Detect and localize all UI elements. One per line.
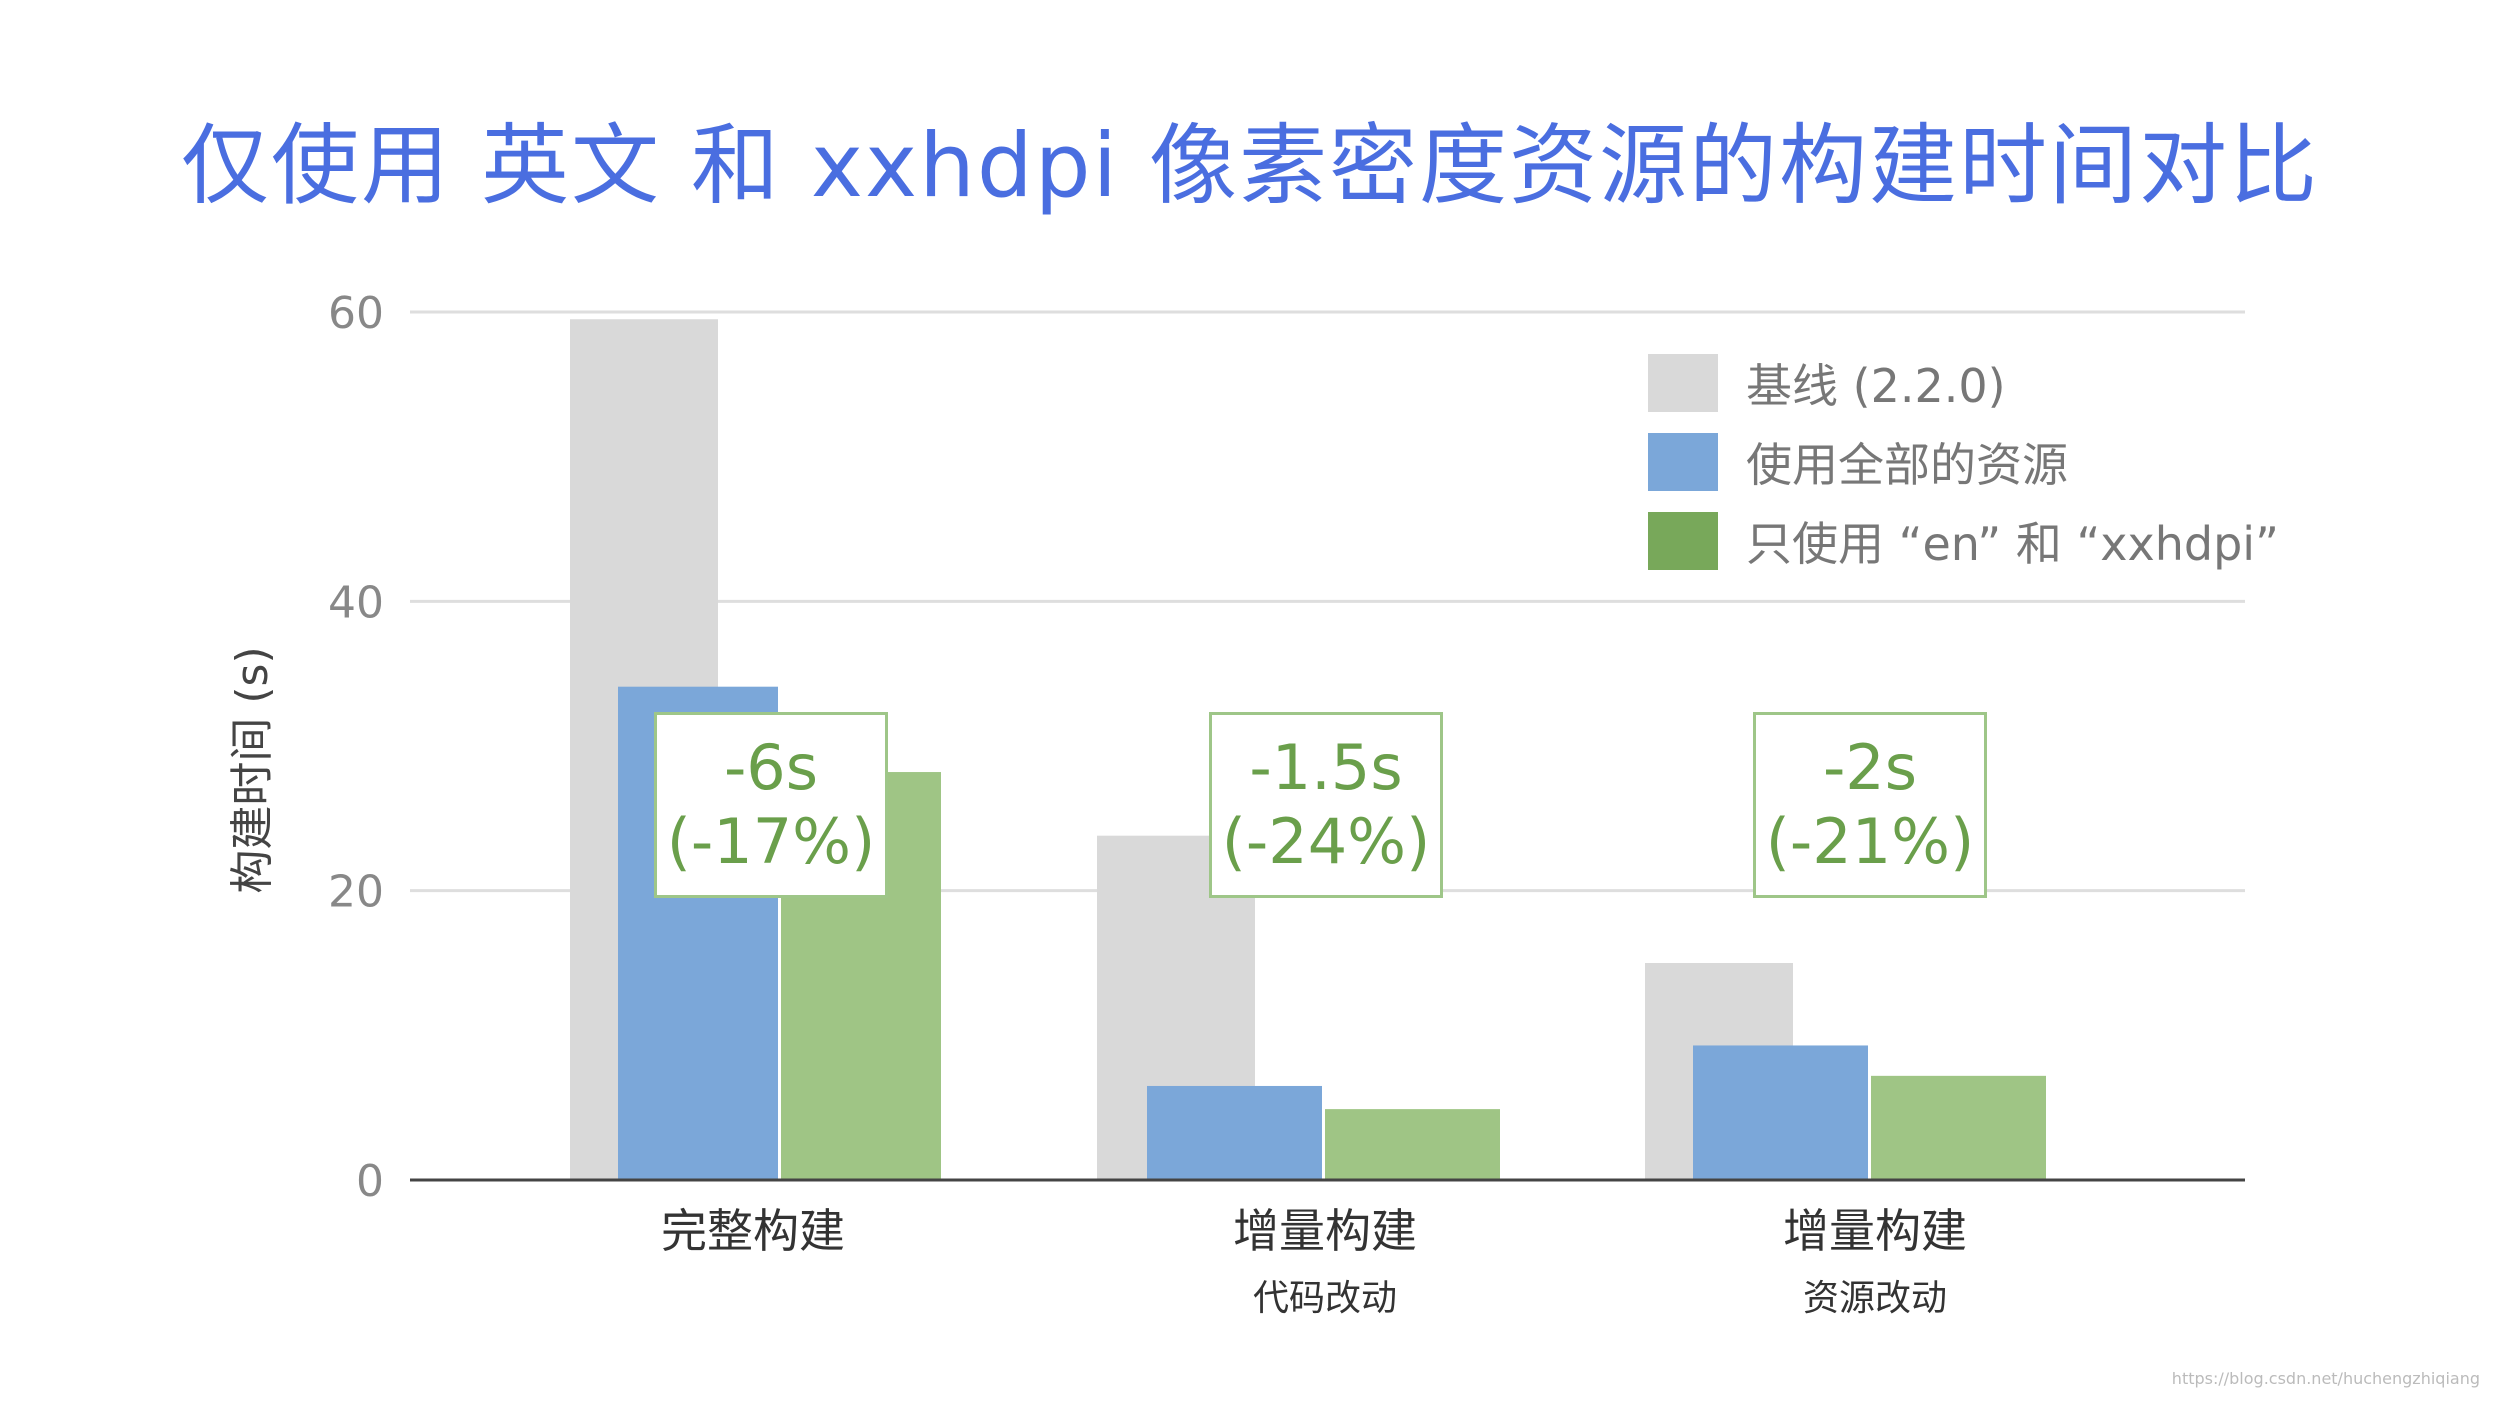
category-label: 增量构建 bbox=[1233, 1204, 1417, 1258]
y-tick-label: 60 bbox=[328, 288, 384, 339]
annotation-incremental-code-seconds: -1.5s bbox=[1249, 731, 1403, 804]
y-axis-label: 构建时间 (s) bbox=[227, 646, 278, 894]
annotation-incremental-resource: -2s (-21%) bbox=[1753, 712, 1987, 898]
bar-all-resources bbox=[1693, 1045, 1868, 1180]
annotation-full-build: -6s (-17%) bbox=[654, 712, 888, 898]
legend-label-en-xxhdpi: 只使用 “en” 和 “xxhdpi” bbox=[1746, 517, 2279, 571]
category-sublabel: 资源改动 bbox=[1802, 1278, 1947, 1319]
category-sublabel: 代码改动 bbox=[1252, 1278, 1397, 1319]
bar-en-xxhdpi bbox=[1325, 1109, 1500, 1180]
legend-item-all-resources: 使用全部的资源 bbox=[1648, 433, 2279, 492]
annotation-incremental-resource-seconds: -2s bbox=[1822, 731, 1918, 804]
annotation-incremental-code: -1.5s (-24%) bbox=[1209, 712, 1443, 898]
legend-label-all-resources: 使用全部的资源 bbox=[1746, 438, 2068, 492]
category-incremental-resource: 增量构建 资源改动 bbox=[1783, 1195, 1967, 1321]
annotation-incremental-code-percent: (-24%) bbox=[1221, 805, 1431, 878]
legend-item-en-xxhdpi: 只使用 “en” 和 “xxhdpi” bbox=[1648, 512, 2279, 571]
category-incremental-code: 增量构建 代码改动 bbox=[1233, 1195, 1417, 1321]
y-tick-label: 20 bbox=[328, 867, 384, 918]
legend-label-baseline: 基线 (2.2.0) bbox=[1746, 359, 2006, 413]
annotation-full-build-percent: (-17%) bbox=[666, 805, 876, 878]
annotation-full-build-seconds: -6s bbox=[723, 731, 819, 804]
annotation-incremental-resource-percent: (-21%) bbox=[1765, 805, 1975, 878]
watermark: https://blog.csdn.net/huchengzhiqiang bbox=[2171, 1369, 2480, 1388]
legend-item-baseline: 基线 (2.2.0) bbox=[1648, 354, 2279, 413]
legend: 基线 (2.2.0) 使用全部的资源 只使用 “en” 和 “xxhdpi” bbox=[1648, 354, 2279, 591]
bar-en-xxhdpi bbox=[1871, 1075, 2046, 1180]
bar-all-resources bbox=[1147, 1085, 1322, 1180]
y-tick-label: 40 bbox=[328, 577, 384, 628]
chart-title: 仅使用 英文 和 xxhdpi 像素密度资源的构建时间对比 bbox=[181, 114, 2319, 217]
y-tick-label: 0 bbox=[356, 1156, 384, 1207]
legend-swatch-baseline bbox=[1648, 354, 1718, 412]
category-label: 完整构建 bbox=[661, 1204, 845, 1258]
category-label: 增量构建 bbox=[1783, 1204, 1967, 1258]
legend-swatch-all-resources bbox=[1648, 433, 1718, 491]
category-full-build: 完整构建 bbox=[661, 1195, 845, 1261]
legend-swatch-en-xxhdpi bbox=[1648, 512, 1718, 570]
